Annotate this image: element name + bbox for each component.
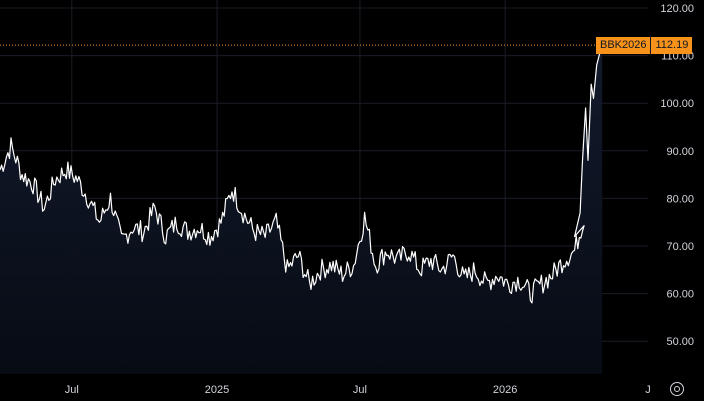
- y-tick-label: 60.00: [666, 289, 694, 301]
- symbol-label: BBK2026: [596, 36, 652, 54]
- series-line: [0, 45, 603, 304]
- x-tick-label: J: [645, 384, 651, 396]
- y-tick-label: 90.00: [666, 146, 694, 158]
- x-tick-label: Jul: [65, 384, 79, 396]
- y-tick-label: 50.00: [666, 336, 694, 348]
- last-price-tag: BBK2026 112.19: [596, 36, 693, 54]
- y-tick-label: 80.00: [666, 193, 694, 205]
- gear-icon[interactable]: [668, 380, 686, 398]
- y-tick-label: 120.00: [660, 3, 694, 15]
- series-area: [0, 45, 603, 374]
- last-price-label: 112.19: [651, 36, 693, 54]
- x-tick-label: Jul: [353, 384, 367, 396]
- x-tick-label: 2026: [493, 384, 517, 396]
- x-tick-label: 2025: [205, 384, 229, 396]
- y-tick-label: 100.00: [660, 98, 694, 110]
- y-tick-label: 70.00: [666, 241, 694, 253]
